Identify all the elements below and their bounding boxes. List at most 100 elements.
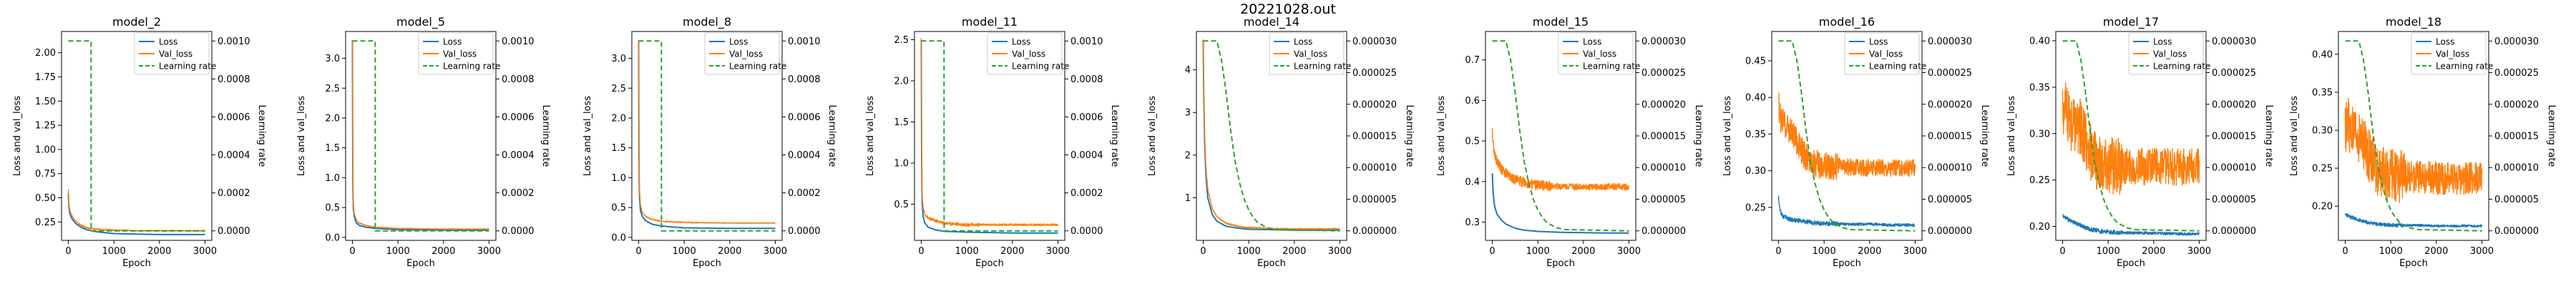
legend-label-lr: Learning rate xyxy=(2436,62,2493,72)
y-tick-label: 1.0 xyxy=(325,173,340,184)
x-tick-label: 2000 xyxy=(431,246,455,257)
y2-tick-label: 0.000000 xyxy=(1641,226,1686,237)
y2-tick-label: 0.000010 xyxy=(1641,163,1686,174)
legend-box xyxy=(418,32,494,75)
series-line-lr xyxy=(1492,40,1629,232)
x-axis-label: Epoch xyxy=(122,258,151,269)
y2-tick-label: 0.000000 xyxy=(2212,226,2256,237)
y2-tick-label: 0.000010 xyxy=(1352,163,1397,174)
y2-tick-label: 0.000005 xyxy=(1641,195,1686,205)
series-line-val_loss xyxy=(920,38,1059,227)
x-tick-label: 1000 xyxy=(673,246,696,257)
legend-label-val_loss: Val_loss xyxy=(1583,49,1616,59)
legend: Loss Val_loss Learning rate xyxy=(1558,32,1640,75)
chart-title: model_18 xyxy=(2386,15,2441,29)
legend-box xyxy=(1844,32,1920,75)
plot-area xyxy=(638,39,776,232)
y2-tick-label: 0.0002 xyxy=(1070,188,1103,199)
y2-axis-label: Learning rate xyxy=(2263,105,2274,167)
legend-label-loss: Loss xyxy=(729,37,748,47)
series-line-val_loss xyxy=(2344,97,2483,203)
y-tick-label: 0.7 xyxy=(1465,55,1480,66)
y2-tick-label: 0.000000 xyxy=(1352,226,1397,237)
y2-tick-label: 0.000025 xyxy=(1641,68,1686,79)
y2-axis-label: Learning rate xyxy=(1404,105,1415,167)
y2-tick-label: 0.0004 xyxy=(502,150,535,161)
y2-tick-label: 0.0006 xyxy=(1070,112,1103,123)
y2-tick-label: 0.000030 xyxy=(1641,36,1686,47)
series-line-lr xyxy=(1778,40,1916,232)
chart-panel-model_14: 0 1000 2000 3000 1 2 3 4 0.000000 0.000005 0.00001… xyxy=(1147,15,1415,269)
x-tick-label: 2000 xyxy=(1000,246,1024,257)
y2-tick-label: 0.000000 xyxy=(1928,226,1972,237)
y2-tick-label: 0.000020 xyxy=(2212,99,2256,110)
y-tick-label: 0.35 xyxy=(1745,129,1766,140)
x-tick-label: 0 xyxy=(349,246,355,257)
legend-label-loss: Loss xyxy=(2436,37,2454,47)
y-axis-label: Loss and val_loss xyxy=(1436,96,1447,176)
x-tick-label: 2000 xyxy=(1858,246,1881,257)
y2-tick-label: 0.0008 xyxy=(788,74,821,85)
y2-tick-label: 0.000030 xyxy=(2212,36,2256,47)
y-tick-label: 1.50 xyxy=(35,97,56,107)
figure-suptitle: 20221028.out xyxy=(1240,1,1336,17)
y2-tick-label: 0.000025 xyxy=(1928,68,1972,79)
y2-tick-label: 0.000025 xyxy=(1352,68,1397,79)
x-tick-label: 3000 xyxy=(2187,246,2211,257)
y-tick-label: 1.75 xyxy=(35,72,56,83)
y-tick-label: 0.30 xyxy=(2029,129,2050,139)
y-tick-label: 0.25 xyxy=(35,217,56,228)
y2-tick-label: 0.0008 xyxy=(502,74,535,85)
y-tick-label: 0.0 xyxy=(325,232,340,243)
y2-tick-label: 0.000015 xyxy=(1352,132,1397,142)
series-line-lr xyxy=(2062,40,2200,232)
x-tick-label: 0 xyxy=(1775,246,1781,257)
x-tick-label: 1000 xyxy=(1526,246,1550,257)
y-tick-label: 0.0 xyxy=(611,232,626,243)
legend-label-val_loss: Val_loss xyxy=(1012,49,1045,59)
y-axis-label: Loss and val_loss xyxy=(12,96,23,176)
legend-label-val_loss: Val_loss xyxy=(729,49,763,59)
y2-axis-label: Learning rate xyxy=(1109,105,1120,167)
y2-axis-label: Learning rate xyxy=(1693,105,1704,167)
plot-area xyxy=(1777,40,1916,232)
y2-tick-label: 0.000025 xyxy=(2494,68,2539,79)
x-axis-label: Epoch xyxy=(2399,258,2428,269)
x-tick-label: 1000 xyxy=(955,246,979,257)
y-tick-label: 0.25 xyxy=(1745,202,1766,213)
legend-label-lr: Learning rate xyxy=(1294,62,1351,72)
legend: Loss Val_loss Learning rate xyxy=(2128,32,2210,75)
x-tick-label: 3000 xyxy=(2470,246,2494,257)
y-tick-label: 1.0 xyxy=(894,158,909,169)
x-tick-label: 1000 xyxy=(1813,246,1836,257)
legend-label-val_loss: Val_loss xyxy=(443,49,477,59)
y-tick-label: 2.0 xyxy=(611,113,626,124)
y-tick-label: 1.5 xyxy=(325,143,340,154)
x-tick-label: 2000 xyxy=(1282,246,1306,257)
y2-tick-label: 0.0002 xyxy=(502,188,535,199)
y-tick-label: 2.5 xyxy=(894,35,909,46)
y-axis-label: Loss and val_loss xyxy=(2006,96,2017,176)
x-axis-label: Epoch xyxy=(975,258,1004,269)
x-axis-label: Epoch xyxy=(693,258,721,269)
y-tick-label: 1.0 xyxy=(611,173,626,184)
legend-label-lr: Learning rate xyxy=(1012,62,1069,72)
y-axis-label: Loss and val_loss xyxy=(1722,96,1733,176)
y-axis-label: Loss and val_loss xyxy=(296,96,307,176)
y-tick-label: 2.5 xyxy=(325,84,340,94)
x-tick-label: 3000 xyxy=(1617,246,1641,257)
y-tick-label: 0.4 xyxy=(1465,177,1480,187)
y2-tick-label: 0.0002 xyxy=(218,188,250,199)
y-axis-label: Loss and val_loss xyxy=(2289,96,2300,176)
legend: Loss Val_loss Learning rate xyxy=(134,32,216,75)
y-tick-label: 0.35 xyxy=(2029,82,2050,93)
y-tick-label: 0.5 xyxy=(1465,137,1480,147)
series-line-loss xyxy=(2344,213,2483,228)
y-tick-label: 2 xyxy=(1185,150,1191,161)
series-line-lr xyxy=(638,40,776,232)
y-tick-label: 3.0 xyxy=(325,54,340,64)
legend-label-val_loss: Val_loss xyxy=(159,49,192,59)
y-axis-label: Loss and val_loss xyxy=(582,96,593,176)
series-line-loss xyxy=(1491,173,1629,234)
y2-axis-label: Learning rate xyxy=(2546,105,2557,167)
